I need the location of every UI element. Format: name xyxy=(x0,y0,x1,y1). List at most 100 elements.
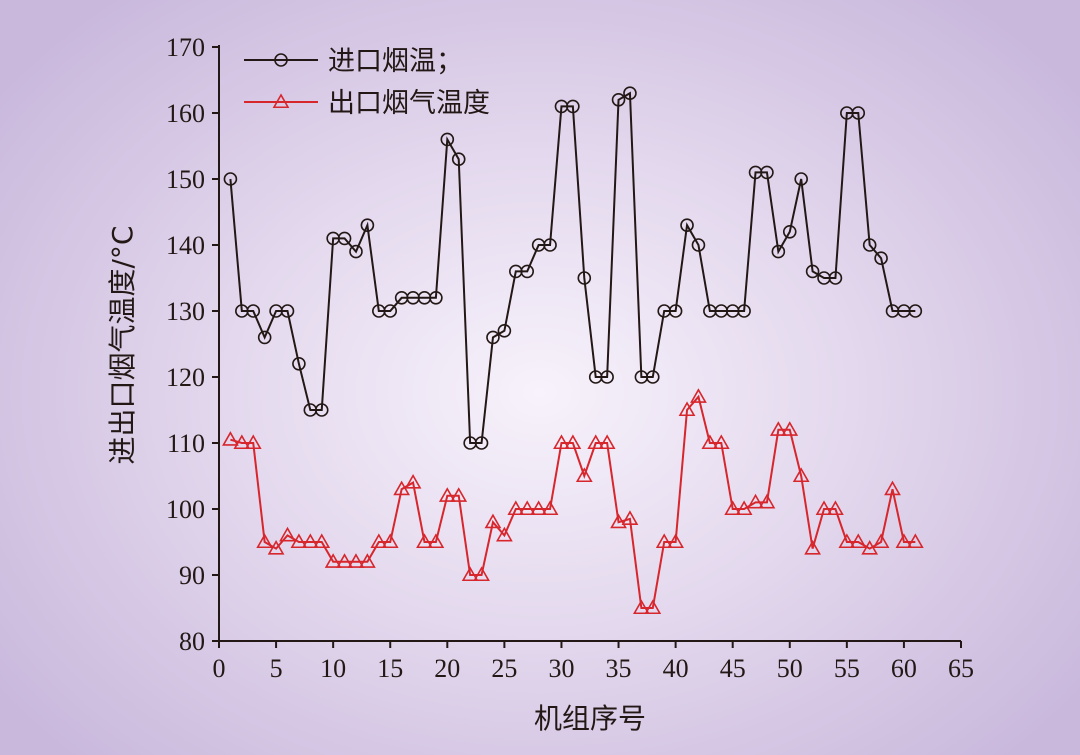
data-point xyxy=(246,304,261,318)
legend: 进口烟温； 出口烟气温度 xyxy=(244,46,490,119)
data-point xyxy=(782,225,797,239)
legend-label: 进口烟温； xyxy=(328,46,463,77)
data-point xyxy=(737,304,751,318)
data-point xyxy=(257,330,272,345)
data-point xyxy=(272,93,290,109)
y-tick-label: 120 xyxy=(166,363,205,392)
data-point xyxy=(610,513,627,529)
data-point xyxy=(691,238,706,252)
data-point xyxy=(760,165,774,180)
data-point xyxy=(274,53,288,67)
data-point xyxy=(451,152,466,166)
data-point xyxy=(347,553,365,568)
series-line xyxy=(229,91,916,444)
data-point xyxy=(611,93,626,107)
y-tick-label: 130 xyxy=(166,297,205,326)
data-point xyxy=(279,526,296,542)
data-point xyxy=(769,421,787,436)
data-point xyxy=(564,434,582,450)
data-point xyxy=(575,467,593,483)
data-point xyxy=(530,500,548,516)
data-point xyxy=(827,500,844,516)
data-point xyxy=(804,539,821,555)
y-tick-label: 90 xyxy=(179,561,205,590)
series-layer xyxy=(222,86,924,615)
data-point xyxy=(222,431,239,446)
data-point xyxy=(598,434,616,450)
data-point xyxy=(828,271,843,285)
data-point xyxy=(543,238,557,252)
data-point xyxy=(678,401,696,417)
x-tick-label: 25 xyxy=(491,654,517,683)
data-point xyxy=(874,251,888,266)
data-point xyxy=(906,533,924,549)
data-point xyxy=(851,106,866,120)
data-point xyxy=(383,304,398,318)
data-point xyxy=(712,434,730,450)
x-axis-ticks: 0 5 10 15 20 25 30 35 40 45 50 55 60 65 xyxy=(213,641,974,683)
data-point xyxy=(587,434,605,450)
y-tick-label: 80 xyxy=(179,627,205,656)
data-point xyxy=(359,553,376,568)
y-tick-label: 170 xyxy=(166,33,205,62)
data-point xyxy=(337,231,352,246)
x-tick-label: 65 xyxy=(948,654,974,683)
data-point xyxy=(655,533,673,549)
data-point xyxy=(507,500,525,516)
data-point xyxy=(781,421,799,436)
data-point xyxy=(324,553,342,568)
x-tick-label: 5 xyxy=(270,654,283,683)
data-point xyxy=(690,388,707,403)
x-tick-label: 35 xyxy=(606,654,632,683)
data-point xyxy=(632,599,650,615)
data-point xyxy=(244,434,262,450)
legend-item-1: 进口烟温； xyxy=(244,46,463,77)
y-axis-title: 进出口烟气温度/°C xyxy=(106,226,139,465)
data-point xyxy=(461,566,479,582)
data-point xyxy=(701,434,719,450)
data-point xyxy=(473,566,490,582)
x-tick-label: 60 xyxy=(891,654,917,683)
x-tick-label: 30 xyxy=(548,654,574,683)
data-point xyxy=(486,330,500,345)
data-point xyxy=(645,370,660,384)
data-point xyxy=(292,356,306,371)
x-tick-label: 50 xyxy=(777,654,803,683)
y-tick-label: 140 xyxy=(166,231,205,260)
data-point xyxy=(314,403,329,417)
data-point xyxy=(794,172,808,186)
data-point xyxy=(440,132,455,147)
data-point xyxy=(301,533,319,549)
series-line xyxy=(230,394,916,609)
data-point xyxy=(520,264,535,279)
data-point xyxy=(805,264,820,279)
data-point xyxy=(884,480,901,496)
data-point xyxy=(518,500,536,516)
x-tick-label: 55 xyxy=(834,654,860,683)
x-tick-label: 10 xyxy=(320,654,346,683)
data-point xyxy=(450,487,468,502)
data-point xyxy=(747,493,764,509)
series-1 xyxy=(223,86,923,450)
axes xyxy=(218,45,961,642)
x-axis-title: 机组序号 xyxy=(534,702,646,735)
y-tick-label: 110 xyxy=(167,429,205,458)
data-point xyxy=(724,500,742,516)
data-point xyxy=(496,526,513,542)
data-point xyxy=(438,487,456,502)
data-point xyxy=(895,533,913,549)
data-point xyxy=(290,533,308,549)
data-point xyxy=(872,533,890,549)
y-tick-label: 160 xyxy=(166,99,205,128)
data-point xyxy=(668,304,683,318)
data-point xyxy=(815,500,833,516)
y-tick-label: 150 xyxy=(166,165,205,194)
data-point xyxy=(758,493,776,509)
data-point xyxy=(484,513,502,529)
data-point xyxy=(381,533,399,549)
data-point xyxy=(623,86,637,100)
data-point xyxy=(429,290,443,305)
data-point xyxy=(267,539,285,555)
